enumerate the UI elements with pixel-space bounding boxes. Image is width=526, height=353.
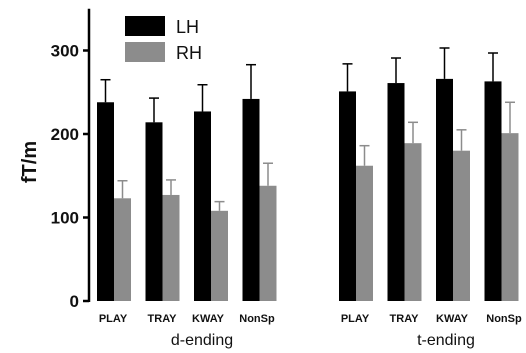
category-label: PLAY <box>99 313 128 325</box>
legend-swatch-rh <box>125 42 165 62</box>
bar-lh <box>145 122 163 301</box>
bar-rh <box>356 165 373 301</box>
bar-rh <box>501 133 519 301</box>
legend-label-rh: RH <box>176 43 202 63</box>
category-label: NonSp <box>486 313 522 325</box>
labels: 0 100 200 300 PLAY TRAY KWAY NonSp d-ending PLAY T… <box>51 42 522 350</box>
bar-lh <box>242 98 260 302</box>
bars <box>97 47 519 302</box>
bar-rh <box>162 194 180 301</box>
bar-rh <box>404 143 422 301</box>
y-axis-title: fT/m <box>19 141 41 183</box>
bar-lh <box>97 102 114 302</box>
category-label: TRAY <box>390 313 420 325</box>
bar-lh <box>484 81 502 302</box>
legend: LH RH <box>125 16 202 63</box>
bar-rh <box>211 210 228 301</box>
group-label: t-ending <box>417 332 475 349</box>
bar-lh <box>436 78 453 301</box>
y-tick-label: 0 <box>70 292 79 311</box>
category-label: PLAY <box>341 313 370 325</box>
category-label: KWAY <box>436 313 469 325</box>
bar-rh <box>114 198 131 301</box>
category-label: KWAY <box>192 313 225 325</box>
bar-rh <box>453 150 470 301</box>
bar-lh <box>339 91 356 301</box>
legend-swatch-lh <box>125 16 165 36</box>
category-label: NonSp <box>239 313 275 325</box>
group-label: d-ending <box>171 332 233 349</box>
y-tick-label: 200 <box>51 125 79 144</box>
legend-label-lh: LH <box>176 17 199 37</box>
axes <box>83 8 91 303</box>
category-label: TRAY <box>148 313 178 325</box>
bar-lh <box>194 111 211 301</box>
y-tick-label: 300 <box>51 42 79 61</box>
bar-lh <box>387 83 405 301</box>
y-tick-label: 100 <box>51 209 79 228</box>
bar-rh <box>259 185 277 301</box>
